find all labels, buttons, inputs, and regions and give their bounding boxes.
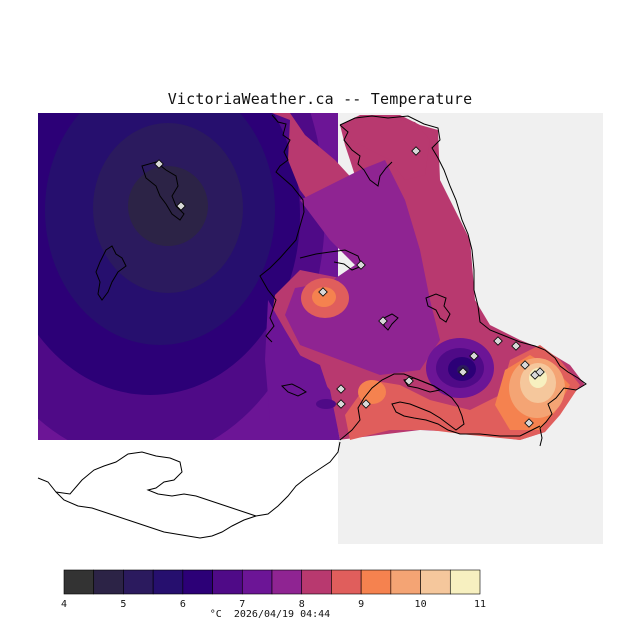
legend-bin [182, 569, 213, 595]
station-marker [458, 367, 468, 377]
legend-bin [420, 569, 451, 595]
island-lake-b [383, 313, 399, 331]
station-marker [404, 376, 414, 386]
station-marker [520, 360, 530, 370]
coastline-saanich [339, 124, 393, 187]
legend-bin [360, 569, 392, 595]
coastline-olympic [37, 441, 341, 517]
legend-bin [63, 569, 95, 595]
legend-tick-label: 5 [120, 599, 126, 610]
legend-bins [63, 569, 481, 595]
legend-bin [449, 569, 481, 595]
legend-bin [301, 569, 332, 595]
station-marker [176, 201, 186, 211]
legend-tick-label: 9 [358, 599, 364, 610]
coastlines [37, 114, 587, 539]
legend-bin [390, 569, 421, 595]
station-marker [411, 146, 421, 156]
coastline-peninsula [299, 249, 363, 271]
legend-bin [331, 569, 362, 595]
legend-bin [241, 569, 273, 595]
island-small-west [280, 383, 307, 397]
west-temperature-field [38, 113, 338, 544]
legend-bin [123, 569, 154, 595]
legend-tick-label: 6 [180, 599, 186, 610]
station-marker [336, 384, 346, 394]
legend-tick-label: 11 [474, 599, 486, 610]
east-field-band-8-north [345, 118, 430, 180]
legend-footer: °C 2026/04/19 04:44 [0, 609, 540, 620]
legend-bin [93, 569, 124, 595]
legend-tick-label: 10 [415, 599, 427, 610]
legend-tick-label: 8 [299, 599, 305, 610]
legend-bin [152, 569, 184, 595]
legend-timestamp: 2026/04/19 04:44 [233, 609, 331, 620]
station-marker [378, 316, 388, 326]
warm-spot-small [358, 380, 386, 404]
legend-bin [212, 569, 243, 595]
west-field-band-4-5 [128, 166, 208, 246]
coastline-south-shore [339, 373, 541, 441]
station-marker [336, 399, 346, 409]
warm-spot-inner [312, 287, 336, 307]
station-marker [318, 287, 328, 297]
coastline-olympic-lower [55, 491, 257, 539]
east-temperature-field [265, 113, 585, 440]
cold-spot-small [316, 399, 336, 409]
legend-bin [271, 569, 303, 595]
station-markers [154, 146, 545, 428]
map-title: VictoriaWeather.ca -- Temperature [167, 90, 473, 108]
station-marker [361, 399, 371, 409]
island-long-west [95, 245, 127, 301]
coastline-east-island [339, 115, 587, 447]
no-data-region-south [38, 440, 338, 544]
island-north-west [141, 161, 185, 221]
station-marker [511, 341, 521, 351]
station-marker [524, 418, 534, 428]
coastline-strait-north [259, 114, 305, 343]
legend-ticks: 4 5 6 7 8 9 10 11 [61, 599, 486, 610]
legend-tick-label: 4 [61, 599, 67, 610]
station-marker [493, 336, 503, 346]
island-sliver [403, 377, 442, 393]
legend-tick-label: 7 [239, 599, 245, 610]
island-lake-a [425, 293, 451, 323]
legend-unit: °C [209, 609, 222, 620]
station-marker [469, 351, 479, 361]
station-marker [154, 159, 164, 169]
station-marker [535, 367, 545, 377]
station-marker [356, 260, 366, 270]
